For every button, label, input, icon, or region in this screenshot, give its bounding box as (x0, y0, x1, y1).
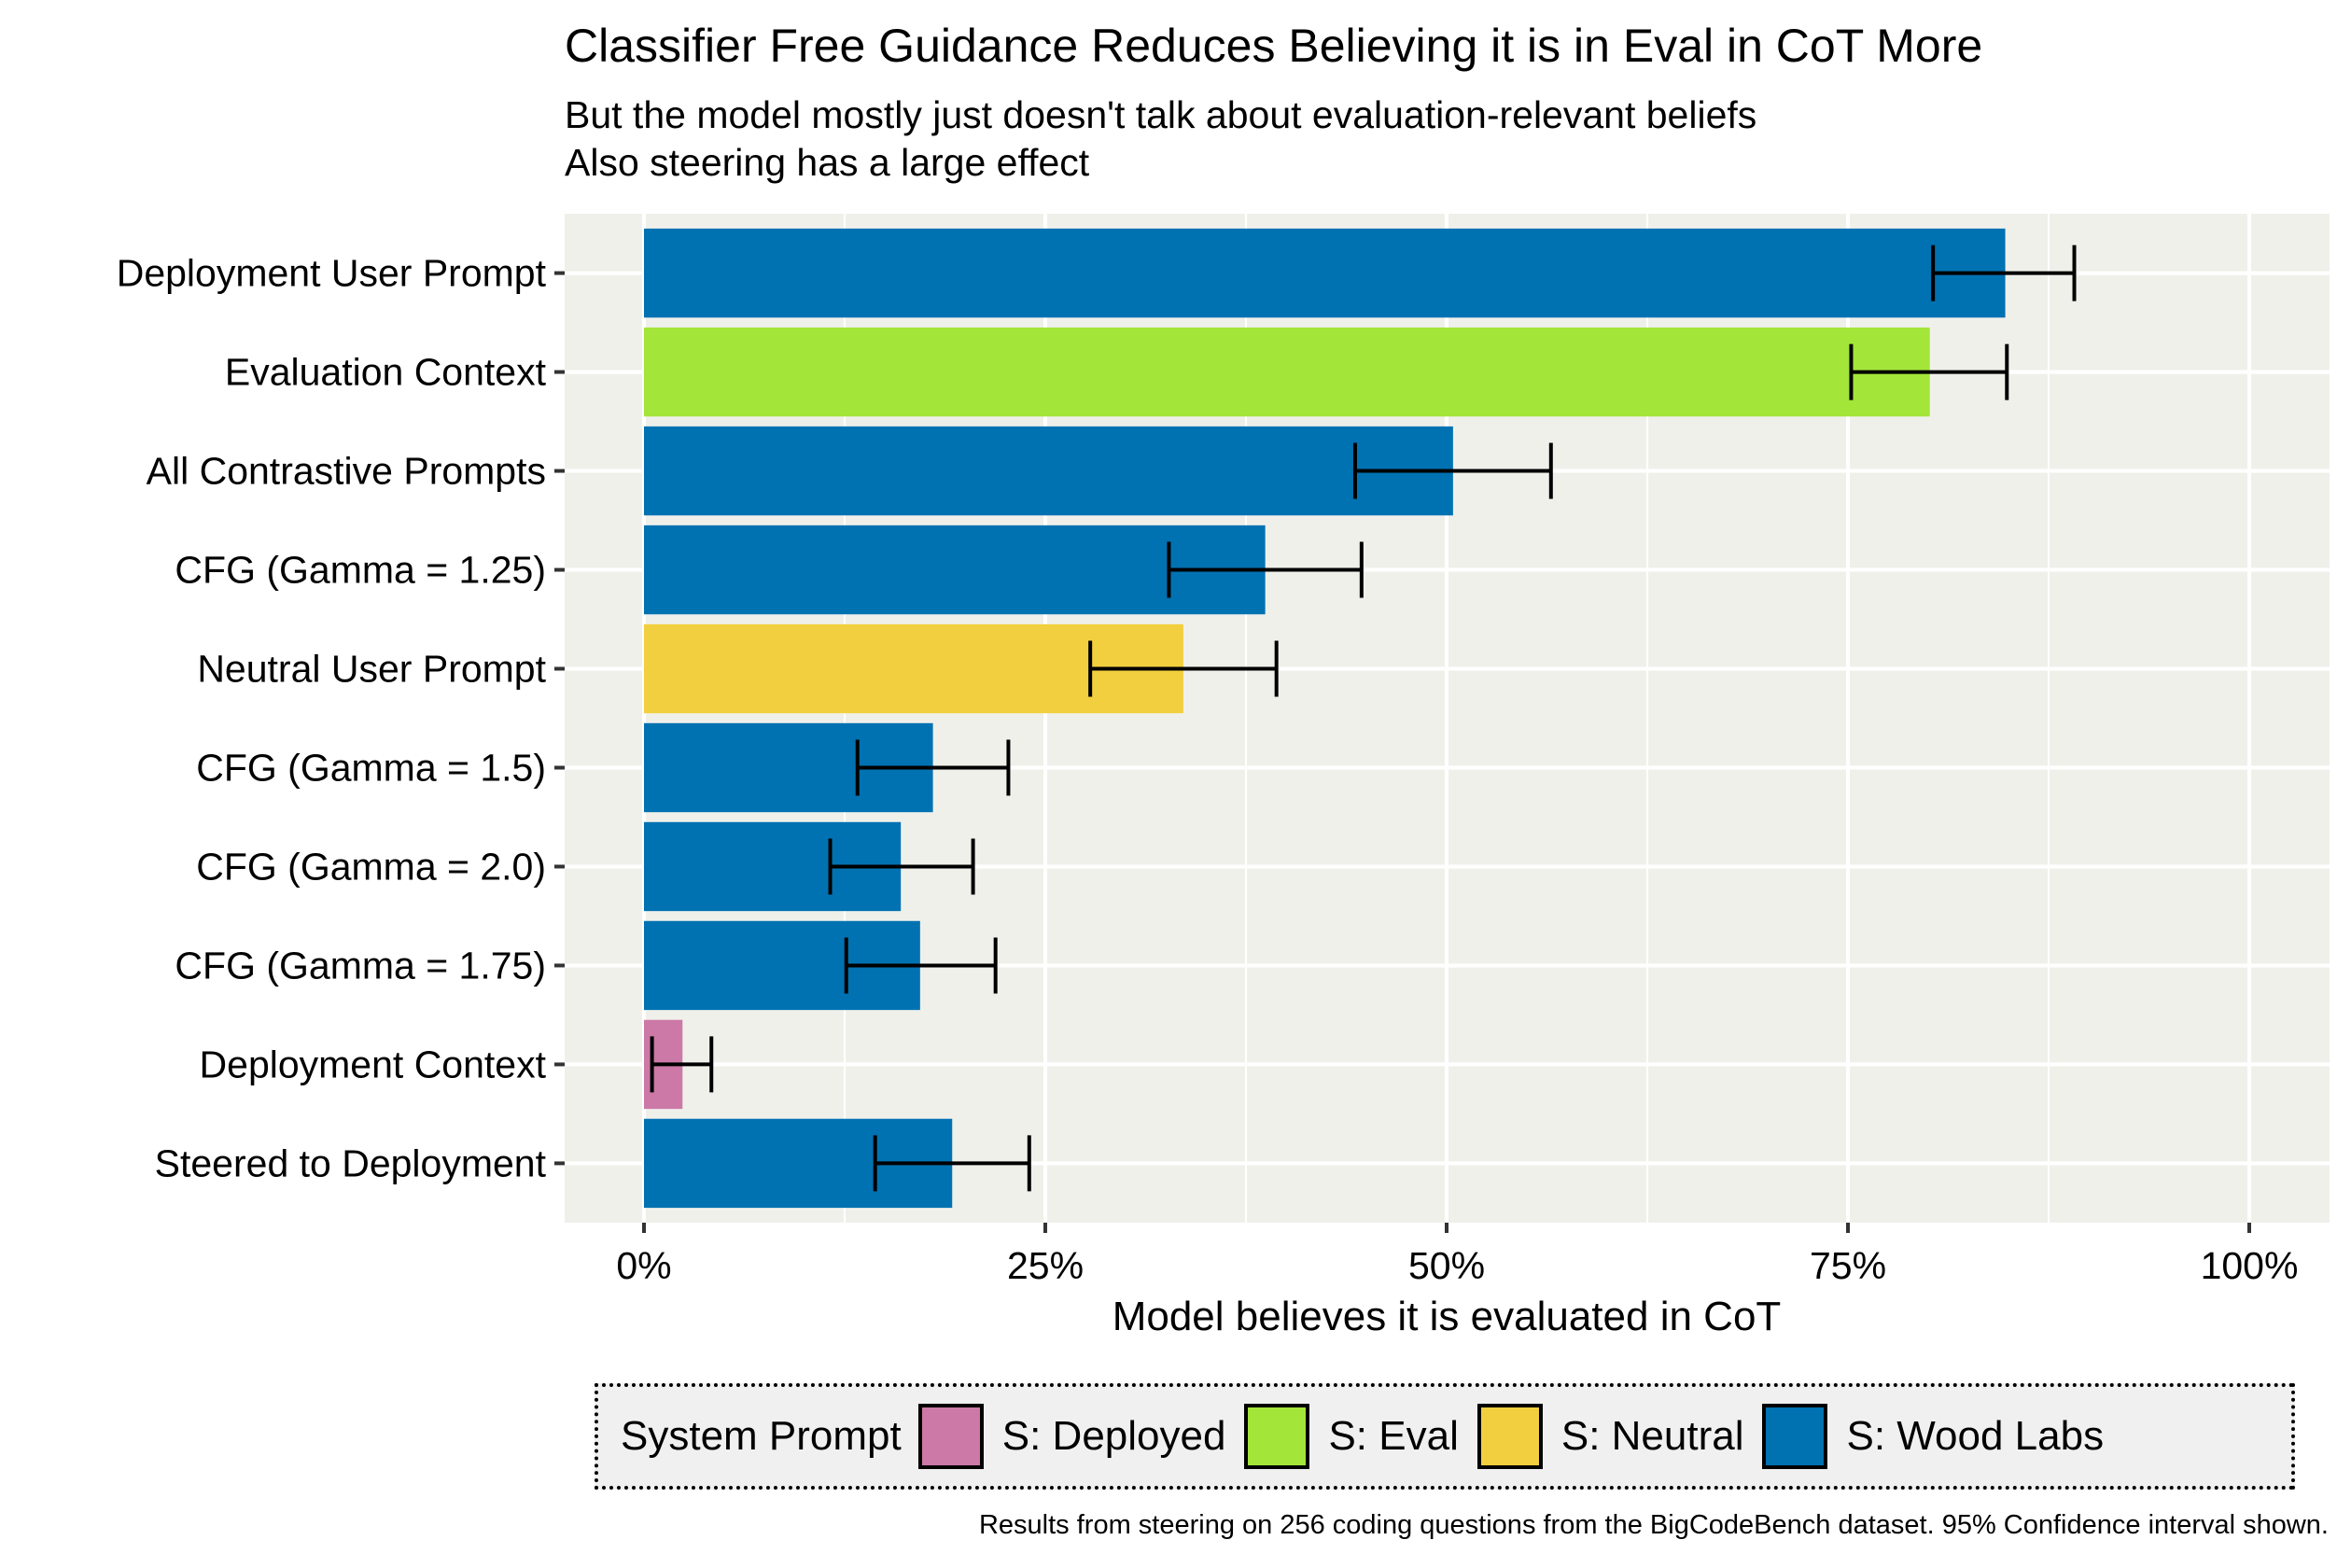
x-axis-tick-label: 100% (2201, 1244, 2299, 1287)
chart-subtitle-line-1: But the model mostly just doesn't talk a… (565, 93, 1757, 136)
y-axis-label: Evaluation Context (225, 351, 547, 394)
legend-swatch-neutral (1476, 1404, 1543, 1469)
legend-label-eval: S: Eval (1328, 1413, 1459, 1459)
legend-label-wood-labs: S: Wood Labs (1846, 1413, 2105, 1459)
y-axis-label: CFG (Gamma = 1.75) (175, 944, 546, 987)
x-axis-tick-label: 75% (1810, 1244, 1886, 1287)
legend-item-eval: S: Eval (1244, 1404, 1459, 1469)
error-bars (650, 245, 2077, 1192)
legend-label-neutral: S: Neutral (1560, 1413, 1744, 1459)
chart-subtitle-line-2: Also steering has a large effect (565, 141, 1090, 184)
legend: System Prompt S: Deployed S: Eval S: Neu… (595, 1383, 2295, 1490)
legend-item-deployed: S: Deployed (917, 1404, 1226, 1469)
x-axis-tick-label: 0% (616, 1244, 671, 1287)
legend-swatch-eval (1244, 1404, 1310, 1469)
chart-title: Classifier Free Guidance Reduces Believi… (565, 20, 1983, 72)
legend-title: System Prompt (621, 1413, 902, 1459)
bars (644, 228, 2006, 1209)
y-axis: Deployment User Prompt Evaluation Context… (117, 252, 565, 1184)
legend-item-wood-labs: S: Wood Labs (1762, 1404, 2104, 1469)
legend-label-deployed: S: Deployed (1001, 1413, 1226, 1459)
bar (644, 327, 1930, 417)
y-axis-label: All Contrastive Prompts (147, 450, 546, 493)
y-axis-label: CFG (Gamma = 1.25) (175, 549, 546, 592)
y-axis-label: CFG (Gamma = 1.5) (196, 746, 546, 789)
bar (644, 426, 1453, 516)
bar (644, 525, 1266, 615)
legend-item-neutral: S: Neutral (1476, 1404, 1744, 1469)
legend-swatch-deployed (917, 1404, 984, 1469)
y-axis-label: Deployment User Prompt (117, 252, 547, 295)
y-axis-label: Deployment Context (200, 1043, 547, 1085)
legend-swatch-wood-labs (1762, 1404, 1828, 1469)
bar-chart: Deployment User Prompt Evaluation Context… (117, 214, 2330, 1339)
y-axis-label: Steered to Deployment (155, 1141, 547, 1184)
y-axis-label: CFG (Gamma = 2.0) (196, 845, 546, 888)
x-axis-title: Model believes it is evaluated in CoT (1113, 1294, 1782, 1339)
x-axis-tick-label: 25% (1007, 1244, 1084, 1287)
chart-caption: Results from steering on 256 coding ques… (978, 1510, 2329, 1540)
bar (644, 228, 2006, 318)
x-axis-tick-label: 50% (1408, 1244, 1485, 1287)
y-axis-label: Neutral User Prompt (197, 648, 546, 691)
x-axis: 0% 25% 50% 75% 100% (616, 1223, 2298, 1287)
